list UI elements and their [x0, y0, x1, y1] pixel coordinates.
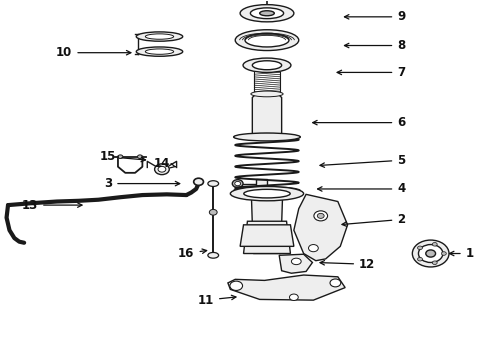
Ellipse shape: [260, 11, 274, 16]
Bar: [256, 179, 267, 188]
Ellipse shape: [309, 244, 318, 252]
Text: 15: 15: [100, 150, 146, 163]
Text: 10: 10: [56, 46, 131, 59]
Ellipse shape: [418, 244, 443, 262]
Ellipse shape: [235, 181, 241, 186]
Ellipse shape: [413, 240, 449, 267]
Ellipse shape: [252, 61, 282, 70]
Polygon shape: [294, 194, 347, 261]
Polygon shape: [244, 221, 291, 253]
Ellipse shape: [250, 8, 284, 19]
Text: 8: 8: [344, 39, 406, 52]
Ellipse shape: [208, 181, 219, 186]
Ellipse shape: [155, 164, 169, 175]
Ellipse shape: [240, 5, 294, 22]
Ellipse shape: [251, 91, 283, 97]
Polygon shape: [279, 254, 313, 273]
Ellipse shape: [245, 33, 289, 47]
Ellipse shape: [292, 258, 301, 265]
Ellipse shape: [243, 58, 291, 72]
Ellipse shape: [136, 47, 183, 56]
Ellipse shape: [252, 134, 282, 138]
Ellipse shape: [146, 49, 173, 54]
Text: 4: 4: [318, 183, 406, 195]
Text: 6: 6: [313, 116, 406, 129]
Ellipse shape: [230, 281, 243, 291]
Ellipse shape: [330, 279, 341, 287]
Text: 16: 16: [178, 247, 207, 260]
Ellipse shape: [158, 166, 166, 172]
Text: 12: 12: [320, 258, 375, 271]
Ellipse shape: [209, 210, 217, 215]
Text: 2: 2: [342, 213, 405, 226]
Text: 5: 5: [320, 154, 406, 167]
Ellipse shape: [230, 186, 304, 201]
Polygon shape: [251, 194, 283, 253]
Text: 14: 14: [154, 157, 176, 170]
Ellipse shape: [318, 213, 324, 219]
Ellipse shape: [234, 187, 300, 195]
Ellipse shape: [118, 155, 123, 158]
Ellipse shape: [208, 252, 219, 258]
Polygon shape: [252, 93, 282, 136]
Ellipse shape: [136, 32, 183, 41]
Ellipse shape: [432, 261, 437, 265]
Polygon shape: [240, 225, 294, 246]
Ellipse shape: [234, 133, 300, 141]
Ellipse shape: [426, 250, 436, 257]
Ellipse shape: [235, 30, 299, 50]
Ellipse shape: [290, 294, 298, 301]
Ellipse shape: [441, 252, 446, 255]
Ellipse shape: [432, 243, 437, 246]
Polygon shape: [228, 275, 345, 300]
Ellipse shape: [314, 211, 328, 221]
Text: 1: 1: [449, 247, 474, 260]
Ellipse shape: [417, 246, 422, 249]
Ellipse shape: [417, 257, 422, 261]
Text: 13: 13: [22, 199, 82, 212]
Ellipse shape: [194, 178, 203, 185]
Text: 11: 11: [198, 294, 236, 307]
Text: 3: 3: [104, 177, 180, 190]
Ellipse shape: [244, 189, 290, 198]
Ellipse shape: [232, 180, 243, 188]
Ellipse shape: [138, 155, 143, 158]
Text: 7: 7: [337, 66, 405, 79]
Ellipse shape: [146, 34, 173, 39]
Text: 9: 9: [344, 10, 406, 23]
